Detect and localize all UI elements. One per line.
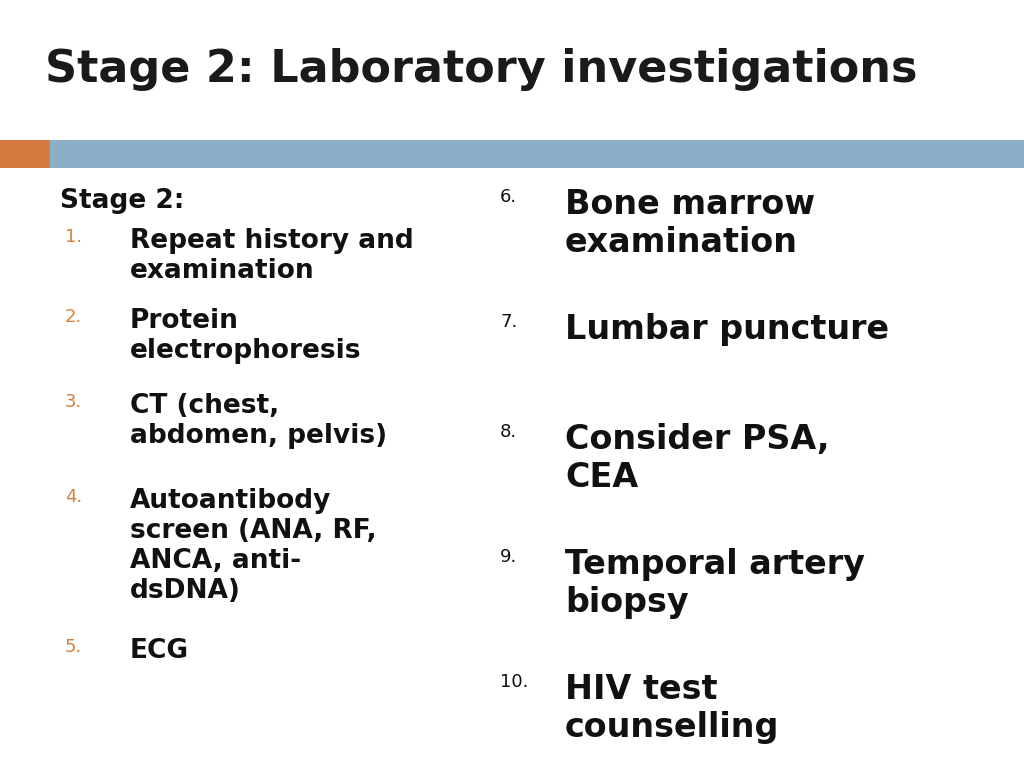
Text: Consider PSA,
CEA: Consider PSA, CEA (565, 423, 829, 494)
Text: 6.: 6. (500, 188, 517, 206)
Text: 8.: 8. (500, 423, 517, 441)
Text: Protein
electrophoresis: Protein electrophoresis (130, 308, 361, 364)
Text: HIV test
counselling: HIV test counselling (565, 673, 779, 744)
Text: 10.: 10. (500, 673, 528, 691)
Text: Temporal artery
biopsy: Temporal artery biopsy (565, 548, 865, 619)
Text: Repeat history and
examination: Repeat history and examination (130, 228, 414, 284)
Text: CT (chest,
abdomen, pelvis): CT (chest, abdomen, pelvis) (130, 393, 387, 449)
Text: 5.: 5. (65, 638, 82, 656)
Text: Stage 2: Laboratory investigations: Stage 2: Laboratory investigations (45, 48, 918, 91)
Text: 3.: 3. (65, 393, 82, 411)
Text: Lumbar puncture: Lumbar puncture (565, 313, 889, 346)
Text: Stage 2:: Stage 2: (60, 188, 184, 214)
Text: Bone marrow
examination: Bone marrow examination (565, 188, 815, 260)
Bar (0, 140, 50, 168)
Text: Autoantibody
screen (ANA, RF,
ANCA, anti-
dsDNA): Autoantibody screen (ANA, RF, ANCA, anti… (130, 488, 377, 604)
Text: 4.: 4. (65, 488, 82, 506)
Text: 2.: 2. (65, 308, 82, 326)
Text: 7.: 7. (500, 313, 517, 331)
Text: ECG: ECG (130, 638, 189, 664)
Text: 9.: 9. (500, 548, 517, 566)
Bar (50, 140, 1024, 168)
Text: 1.: 1. (65, 228, 82, 246)
